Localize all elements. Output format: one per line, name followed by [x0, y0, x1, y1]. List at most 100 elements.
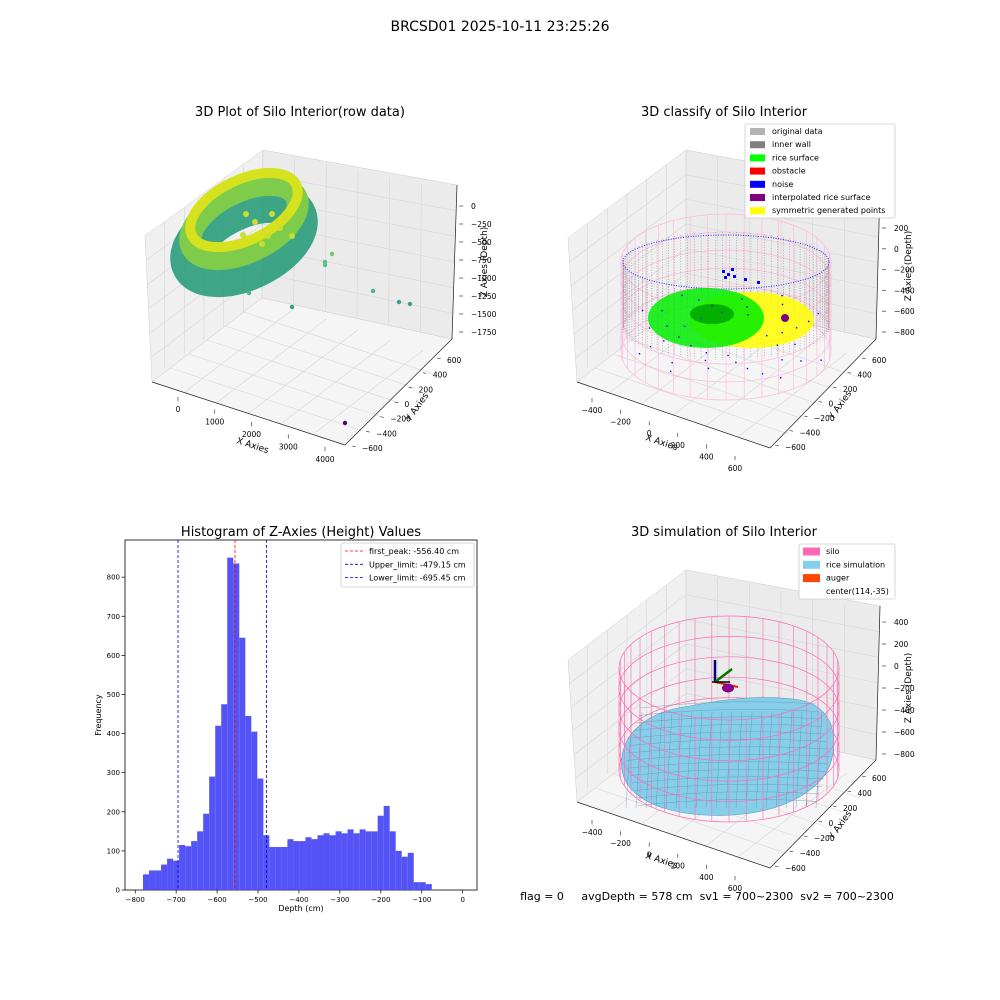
classify-legend: original data inner wall rice surface obsta…	[744, 123, 896, 219]
simulation-legend-swatch	[803, 560, 820, 569]
noise-point	[747, 314, 749, 316]
x-axis-line	[151, 381, 346, 446]
classify-legend-label: interpolated rice surface	[772, 193, 870, 202]
x-axis-line	[576, 801, 771, 869]
sim-x-tick-label: 400	[699, 873, 714, 882]
outlier-point	[329, 251, 335, 257]
x-tick-label: −700	[167, 896, 186, 904]
histogram-bar	[245, 715, 252, 890]
noise-point	[761, 373, 764, 375]
histogram-bar	[281, 846, 288, 890]
histogram-bar	[221, 704, 228, 890]
noise-point	[681, 294, 683, 297]
histogram-bar	[167, 858, 174, 890]
noise-point	[727, 354, 729, 357]
classify-x-tick-label: −200	[610, 418, 631, 427]
outlier-point	[322, 262, 328, 268]
outlier-point	[289, 304, 295, 310]
noise-point	[746, 306, 748, 308]
classify-legend-swatch	[750, 194, 765, 201]
rice-mesh-line	[637, 709, 819, 716]
noise-point	[766, 335, 768, 337]
noise-point	[704, 359, 707, 362]
histogram-bar	[287, 839, 294, 890]
rice-mesh-line	[627, 761, 829, 769]
rice-mesh-line	[755, 711, 763, 809]
depth-histogram: Histogram of Z-Axies (Height) Values −80…	[94, 525, 478, 913]
histogram-reference-lines	[177, 540, 267, 890]
y-tick-label: 400	[107, 730, 120, 738]
noise-point	[733, 275, 736, 278]
raw-x-tick-label: 4000	[315, 455, 334, 464]
histogram-x-axis-label: Depth (cm)	[278, 904, 323, 913]
top-noise-ring	[622, 234, 830, 290]
z-axis-line	[451, 184, 458, 340]
histogram-x-ticks: −800 −700 −600 −500 −400 −300 −200 −100 0	[126, 890, 465, 904]
classify-y-tick-mark	[818, 401, 823, 403]
noise-point	[817, 312, 820, 315]
classify-z-axis-label: Z Axies (Depth)	[904, 231, 914, 302]
rice-mesh-line	[635, 791, 821, 799]
raw-x-ticks: 0 1000 2000 3000 4000	[176, 397, 335, 464]
rice-mesh-line	[631, 776, 825, 784]
sim-x-tick-label: −400	[582, 828, 603, 837]
raw-z-tick-label: −1000	[471, 274, 497, 283]
outlier-point	[342, 420, 348, 426]
histogram-bar	[293, 841, 300, 890]
sim-z-tick-label: −400	[894, 706, 915, 715]
raw-y-tick-mark	[380, 416, 384, 418]
classify-y-tick-label: 600	[872, 356, 887, 365]
raw-y-tick-label: −200	[390, 415, 411, 424]
interior-point	[289, 233, 295, 239]
rice-mesh-line	[815, 711, 823, 809]
sim-y-tick-mark	[774, 865, 779, 867]
classify-legend-label: inner wall	[772, 140, 811, 149]
classify-y-tick-label: 0	[829, 400, 834, 409]
classify-legend-label: noise	[772, 180, 793, 189]
raw-y-tick-label: 0	[405, 400, 410, 409]
outlier-point	[396, 299, 402, 305]
noise-point	[700, 317, 702, 320]
rice-mesh-line	[665, 711, 673, 809]
sim-y-tick-label: 600	[872, 774, 887, 783]
raw-y-tick-mark	[436, 357, 441, 359]
histogram-bar	[239, 637, 246, 890]
z-grid-line	[570, 619, 879, 708]
noise-point	[649, 345, 652, 348]
y-tick-label: 100	[107, 847, 120, 855]
outlier-point	[370, 288, 376, 294]
histogram-bar	[311, 839, 318, 890]
histogram-bar	[275, 846, 282, 890]
y-axis-line	[344, 338, 453, 446]
y-wall-grid-line	[356, 170, 359, 319]
classify-x-tick-label: 600	[728, 464, 743, 473]
histogram-bar	[365, 831, 372, 890]
raw-z-tick-label: −1500	[471, 310, 497, 319]
noise-point	[741, 298, 743, 300]
z-grid-line	[572, 223, 879, 311]
noise-point	[781, 359, 783, 361]
rice-mesh-line	[637, 799, 819, 806]
rice-mesh-line	[635, 716, 821, 724]
histogram-bar	[347, 829, 354, 890]
interior-point	[277, 225, 283, 231]
raw-y-ticks: 600 400 200 0 −200 −400 −600	[351, 356, 462, 453]
sim-z-tick-label: −800	[894, 750, 915, 759]
classify-y-tick-mark	[789, 430, 794, 432]
sim-y-tick-mark	[789, 850, 794, 852]
histogram-bar	[419, 882, 426, 890]
rice-mesh-line	[633, 724, 823, 731]
classify-x-axis-label: X Axies	[644, 433, 679, 453]
simulation-legend-label: rice simulation	[826, 560, 885, 569]
histogram-bar	[209, 776, 216, 890]
sim-y-tick-label: 200	[843, 804, 858, 813]
histogram-bar	[299, 841, 306, 890]
histogram-bar	[359, 829, 366, 890]
interior-point	[265, 233, 271, 239]
raw-z-tick-label: −1250	[471, 292, 497, 301]
histogram-legend: first_peak: -556.40 cm Upper_limit: -479.…	[340, 542, 475, 588]
rice-mesh-line	[765, 711, 773, 809]
noise-point	[661, 310, 663, 312]
histogram-bar	[149, 870, 156, 890]
